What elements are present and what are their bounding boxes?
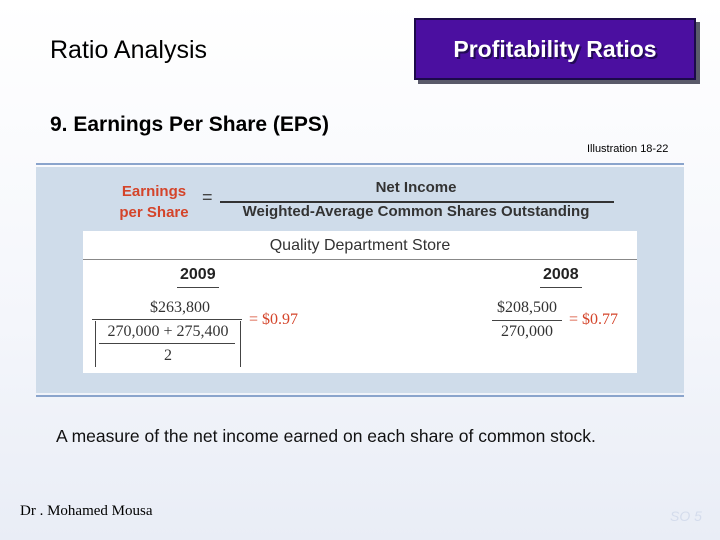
eps-2008-result: = $0.77 xyxy=(569,311,619,328)
formula-fraction-bar xyxy=(220,201,614,203)
eps-2009-bracket-left xyxy=(95,321,100,367)
year-2009-label: 2009 xyxy=(180,266,216,283)
formula-denominator: Weighted-Average Common Shares Outstandi… xyxy=(242,203,590,220)
eps-2009-bracket-right xyxy=(236,321,241,367)
eps-2009-result: = $0.97 xyxy=(249,311,299,328)
eps-formula: Earnings per Share = Net Income Weighted… xyxy=(44,173,676,229)
year-2009-underline xyxy=(177,287,219,288)
company-name: Quality Department Store xyxy=(269,237,451,254)
eps-2008-denominator: 270,000 xyxy=(501,323,553,340)
formula-numerator: Net Income xyxy=(375,179,457,196)
eps-2008-numerator: $208,500 xyxy=(497,299,557,316)
year-2008-underline xyxy=(540,287,582,288)
eps-2009-numerator: $263,800 xyxy=(150,299,210,316)
bottom-divider xyxy=(36,395,684,397)
formula-left-label: Earnings per Share xyxy=(106,181,202,223)
year-2008-label: 2008 xyxy=(543,266,579,283)
eps-2009-fraction-bar xyxy=(92,319,242,320)
eps-2009-inner-bar xyxy=(99,343,235,344)
topic-badge-label: Profitability Ratios xyxy=(453,35,657,62)
top-divider xyxy=(36,163,684,165)
section-title: 9. Earnings Per Share (EPS) xyxy=(50,113,329,136)
ratio-description: A measure of the net income earned on ea… xyxy=(56,426,596,446)
footer-author: Dr . Mohamed Mousa xyxy=(20,503,153,519)
formula-left-line1: Earnings xyxy=(121,183,187,200)
topic-badge: Profitability Ratios xyxy=(414,18,696,80)
company-divider xyxy=(83,259,637,260)
example-calculation-box: Quality Department Store 2009 $263,800 2… xyxy=(83,231,637,373)
illustration-reference: Illustration 18-22 xyxy=(587,143,669,155)
eps-2008-fraction-bar xyxy=(492,320,562,321)
formula-left-line2: per Share xyxy=(119,204,189,221)
formula-equals: = xyxy=(202,187,213,207)
slide-header-title: Ratio Analysis xyxy=(50,36,208,64)
footer-slide-reference: SO 5 xyxy=(670,508,702,524)
eps-2009-denominator-top: 270,000 + 275,400 xyxy=(107,323,229,340)
eps-2009-denominator-bottom: 2 xyxy=(164,347,172,364)
